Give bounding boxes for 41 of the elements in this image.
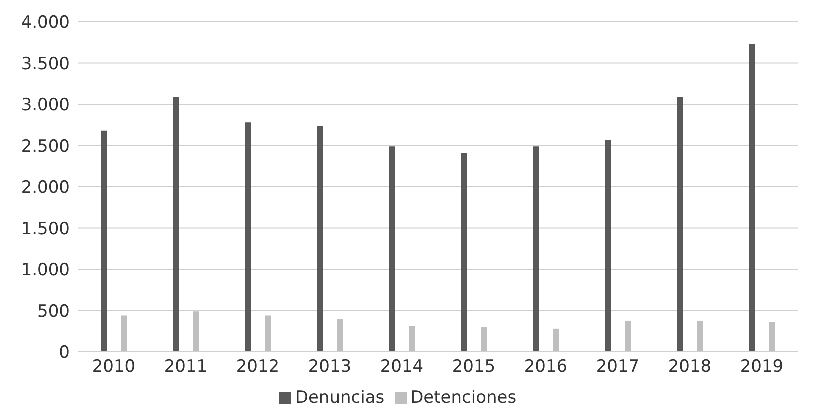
y-tick-label: 500	[38, 302, 70, 322]
bar	[677, 97, 684, 352]
bar	[101, 130, 108, 352]
x-tick-label: 2015	[452, 357, 496, 378]
bar	[533, 146, 540, 352]
bar	[173, 97, 180, 352]
x-tick-label: 2012	[236, 357, 280, 378]
bar	[481, 327, 488, 352]
bar	[409, 326, 416, 352]
bar	[337, 319, 344, 352]
x-tick-label: 2019	[740, 357, 784, 378]
x-tick-label: 2018	[668, 357, 712, 378]
bar	[697, 321, 704, 352]
x-tick-label: 2010	[92, 357, 136, 378]
bar	[553, 328, 560, 352]
x-tick-label: 2013	[308, 357, 352, 378]
x-tick-label: 2011	[164, 357, 208, 378]
y-tick-label: 2.000	[21, 178, 70, 198]
bar	[769, 322, 776, 352]
bar	[749, 44, 756, 352]
y-tick-label: 2.500	[21, 136, 70, 157]
y-tick-label: 1.000	[21, 260, 70, 281]
x-tick-label: 2014	[380, 357, 424, 378]
bar	[389, 146, 396, 352]
bar	[605, 140, 612, 352]
y-tick-label: 4.000	[21, 13, 70, 34]
legend-label: Denuncias	[295, 388, 385, 408]
legend-label: Detenciones	[410, 388, 517, 408]
bar	[121, 316, 128, 352]
x-tick-label: 2016	[524, 357, 568, 378]
y-tick-label: 3.000	[21, 96, 70, 116]
bar	[245, 122, 252, 352]
bar	[265, 316, 272, 352]
bar	[317, 126, 324, 352]
bar	[625, 321, 632, 352]
bar	[461, 153, 468, 352]
y-tick-label: 3.500	[21, 54, 70, 74]
x-tick-label: 2017	[596, 357, 640, 378]
y-tick-label: 1.500	[21, 219, 70, 240]
y-tick-label: 0	[59, 343, 70, 364]
bar	[193, 312, 200, 352]
